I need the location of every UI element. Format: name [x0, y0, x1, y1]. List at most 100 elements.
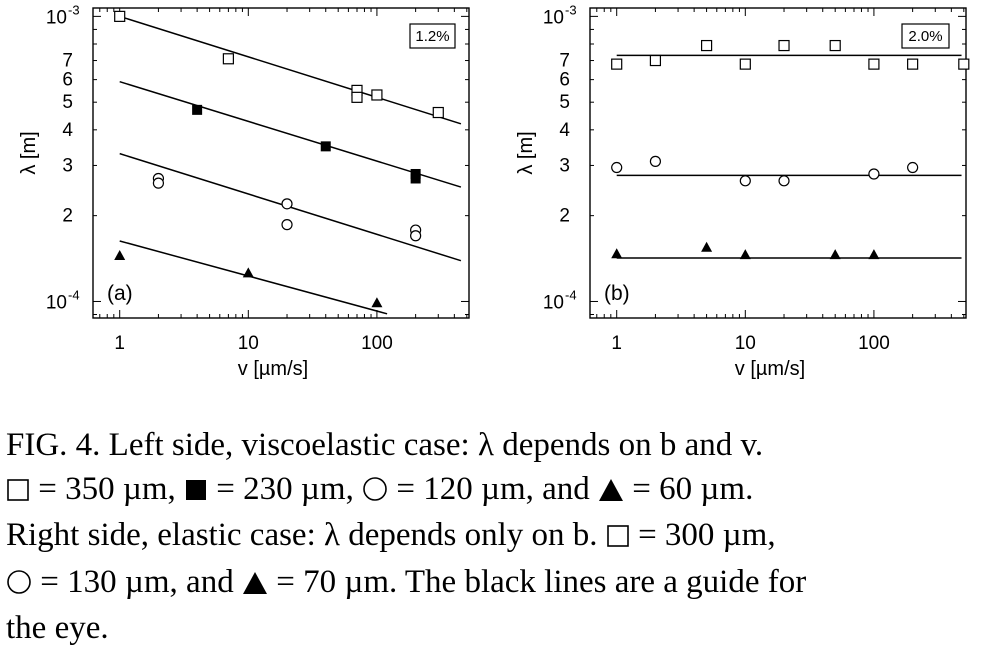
guide-line: [119, 240, 388, 315]
data-point: [410, 173, 421, 184]
caption-line-5: the eye.: [6, 610, 109, 646]
data-point: [351, 91, 363, 103]
data-point: [281, 198, 293, 210]
caption-line-3: Right side, elastic case: λ depends only…: [6, 514, 988, 561]
data-point: [281, 219, 293, 231]
data-point: [192, 104, 203, 115]
x-tick-label: 10: [238, 333, 259, 354]
data-point: [114, 10, 126, 22]
caption-text: = 120 µm, and: [396, 470, 590, 507]
data-point: [739, 58, 751, 70]
y-tick-label: 2: [62, 206, 73, 227]
y-tick-exponent: -3: [68, 2, 80, 17]
series-triangle-filled: [114, 240, 388, 315]
x-axis-label: v [µm/s]: [238, 358, 308, 380]
filled-triangle-icon: [598, 471, 624, 515]
figure: 1 10 100 10 -3 7 6 5 4 3 2 10 -4 v [µm/s] λ [m] (a) 1.2%…: [18, 2, 970, 380]
filled-square-icon: [184, 471, 208, 515]
data-point: [152, 177, 165, 189]
y-tick-label: 10: [543, 7, 564, 28]
y-tick-label: 5: [62, 92, 73, 113]
y-tick-exponent: -4: [68, 287, 80, 302]
data-point: [739, 175, 751, 187]
x-axis-label: v [µm/s]: [735, 358, 805, 380]
y-tick-exponent: -4: [565, 287, 577, 302]
y-tick-label: 2: [559, 206, 570, 227]
data-point: [242, 267, 254, 278]
data-point: [611, 58, 623, 70]
y-tick-label: 3: [62, 155, 73, 176]
caption-text: = 70 µm. The black lines are a guide for: [276, 563, 807, 600]
y-tick-exponent: -3: [565, 2, 577, 17]
x-tick-label: 10: [735, 333, 756, 354]
data-point: [778, 39, 790, 52]
series-square-open: [611, 39, 970, 70]
open-circle-icon: [6, 564, 32, 608]
open-square-icon: [6, 471, 30, 515]
data-point: [410, 230, 422, 242]
y-tick-label: 3: [559, 155, 570, 176]
data-point: [320, 141, 331, 152]
data-point: [649, 54, 662, 67]
y-axis-label: λ [m]: [515, 131, 537, 174]
y-tick-label: 4: [62, 120, 73, 141]
data-point: [222, 53, 234, 65]
data-point: [371, 297, 383, 308]
caption-text: Right side, elastic case: λ depends only…: [6, 517, 598, 553]
y-tick-label: 10: [543, 292, 564, 313]
plot-frame: [589, 7, 967, 319]
caption-text: = 130 µm, and: [40, 563, 234, 600]
data-point: [958, 58, 970, 70]
caption-text: = 350 µm,: [38, 470, 176, 507]
plot-frame: [92, 7, 470, 319]
y-tick-label: 10: [46, 292, 67, 313]
guide-line: [119, 80, 462, 188]
x-tick-label: 100: [858, 333, 890, 354]
series-circle-open: [119, 152, 462, 262]
y-tick-label: 7: [559, 51, 570, 72]
caption-text: = 300 µm,: [638, 517, 776, 553]
data-point: [700, 39, 713, 52]
data-point: [701, 241, 713, 252]
data-point: [114, 249, 126, 260]
filled-triangle-icon: [242, 564, 268, 608]
x-tick-label: 100: [361, 333, 393, 354]
data-point: [868, 58, 880, 70]
caption-text: = 60 µm.: [632, 470, 754, 507]
data-point: [371, 89, 383, 101]
data-point: [907, 161, 919, 174]
caption-line-4: = 130 µm, and = 70 µm. The black lines a…: [6, 561, 988, 608]
data-point: [778, 175, 790, 187]
guide-line: [119, 15, 462, 125]
y-tick-label: 7: [62, 51, 73, 72]
series-circle-open: [611, 155, 962, 187]
caption-line-2: = 350 µm, = 230 µm, = 120 µm, and = 60 µ…: [6, 468, 988, 515]
y-tick-label: 6: [559, 70, 570, 91]
panel-label: (b): [604, 282, 630, 305]
open-square-icon: [606, 517, 630, 561]
strain-annotation: 1.2%: [415, 28, 449, 45]
y-tick-label: 10: [46, 7, 67, 28]
open-circle-icon: [362, 471, 388, 515]
figure-caption: FIG. 4. Left side, viscoelastic case: λ …: [6, 424, 988, 651]
caption-text: = 230 µm,: [216, 470, 354, 507]
y-tick-label: 6: [62, 70, 73, 91]
y-tick-label: 5: [559, 92, 570, 113]
data-point: [829, 39, 841, 52]
x-tick-label: 1: [611, 333, 622, 354]
strain-box: [409, 23, 456, 49]
data-point: [649, 155, 662, 167]
data-point: [739, 249, 751, 260]
data-point: [432, 106, 444, 119]
y-axis-label: λ [m]: [18, 131, 40, 174]
data-point: [611, 248, 623, 259]
data-point: [868, 249, 880, 260]
data-point: [868, 168, 880, 180]
strain-annotation: 2.0%: [908, 28, 942, 45]
caption-line-1: FIG. 4. Left side, viscoelastic case: λ …: [6, 427, 764, 463]
series-triangle-filled: [611, 241, 962, 260]
y-tick-label: 4: [559, 120, 570, 141]
